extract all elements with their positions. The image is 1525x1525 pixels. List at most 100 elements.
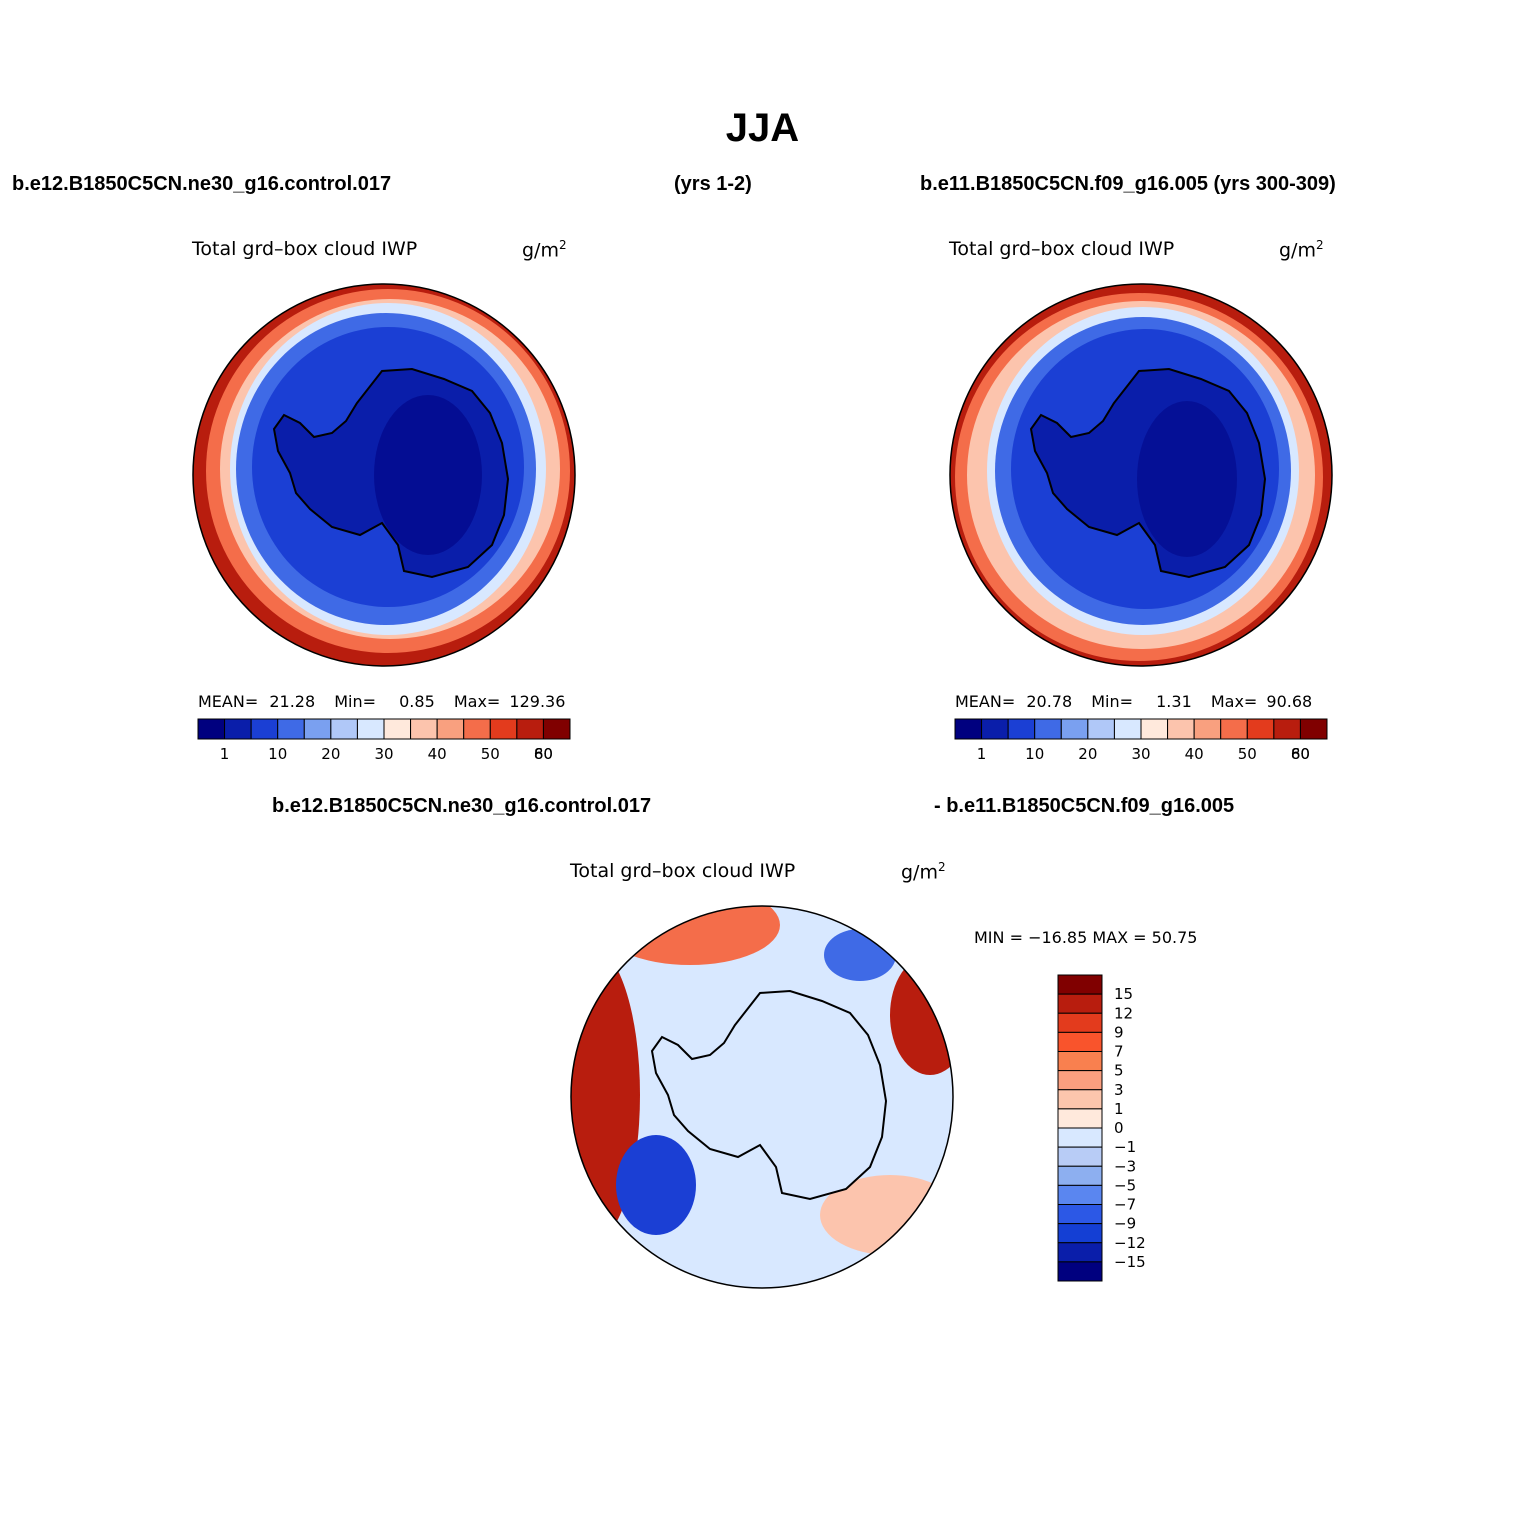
panel1-colorbar-tick-label: 40 — [428, 745, 447, 763]
diff-colorbar-swatch — [1057, 1184, 1103, 1205]
panel1-colorbar-tick-label: 80 — [534, 745, 553, 763]
panel3-negative-southwest — [616, 1135, 696, 1235]
panel2-colorbar-swatch — [1087, 718, 1115, 740]
panel3-polar-map — [570, 905, 954, 1289]
panel2-colorbar-swatch — [1299, 718, 1328, 740]
figure-title: JJA — [725, 106, 800, 150]
diff-colorbar-tick-label: 3 — [1114, 1081, 1124, 1099]
panel2-colorbar-swatch — [1273, 718, 1301, 740]
panel2-continent-fill — [1031, 369, 1265, 577]
panel1-colorbar-swatch — [277, 718, 305, 740]
panel2-polar-map — [949, 283, 1333, 667]
panel3-negative-north — [824, 929, 896, 981]
panel3-map-border — [570, 905, 954, 1289]
panel3-stats: MIN = −16.85 MAX = 50.75 — [974, 928, 1198, 947]
panel1-mean-label: MEAN= — [198, 692, 259, 711]
panel2-plateau — [1137, 401, 1237, 557]
panel2-field-name: Total grd–box cloud IWP — [949, 238, 1175, 260]
diff-colorbar-tick-label: 1 — [1114, 1100, 1124, 1118]
panel3-units: g/m2 — [901, 860, 946, 883]
panel1-max-label: Max= — [453, 692, 501, 711]
panel1-colorbar-tick-label: 1 — [220, 745, 230, 763]
panel2-colorbar-tick-label: 20 — [1078, 745, 1097, 763]
panel1-colorbar-tick-label: 20 — [321, 745, 340, 763]
diff-colorbar-tick-label: −15 — [1114, 1253, 1146, 1271]
panel2-max-label: Max= — [1210, 692, 1258, 711]
panel1-colorbar-swatch — [410, 718, 438, 740]
panel1-colorbar-swatch — [436, 718, 465, 740]
diff-colorbar-tick-label: 15 — [1114, 985, 1133, 1003]
panel1-colorbar-swatch — [383, 718, 412, 740]
panel2-colorbar-swatch — [1220, 718, 1248, 740]
panel2-mean-value: 20.78 — [1026, 692, 1073, 711]
panel2-colorbar-swatch — [954, 718, 983, 740]
panel2-units-exponent: 2 — [1315, 238, 1324, 252]
diff-colorbar-swatch — [1057, 1012, 1103, 1033]
diff-colorbar-swatch — [1057, 974, 1103, 995]
diff-colorbar-swatch — [1057, 1031, 1103, 1052]
panel2-colorbar-swatch — [1167, 718, 1195, 740]
panel2-colorbar-tick-label: 60 — [1291, 745, 1310, 763]
panel3-positive-northeast — [890, 955, 953, 1075]
panel2-colorbar-swatch — [1034, 718, 1062, 740]
diff-colorbar-tick-label: 7 — [1114, 1043, 1124, 1061]
panel1-colorbar-swatch — [250, 718, 279, 740]
panel2-units: g/m2 — [1279, 238, 1324, 261]
panel3-units-exponent: 2 — [937, 860, 946, 874]
diff-colorbar-tick-label: −3 — [1114, 1157, 1136, 1175]
panel1-colorbar-swatch — [224, 718, 252, 740]
panel3-continent-fill — [652, 991, 886, 1199]
panel2-min-value: 1.31 — [1156, 692, 1192, 711]
panel2-colorbar-tick-label: 50 — [1238, 745, 1257, 763]
panel2-max-value: 90.68 — [1266, 692, 1313, 711]
diff-colorbar-tick-label: −5 — [1114, 1176, 1136, 1194]
panel2-min-label: Min= — [1091, 692, 1134, 711]
panel3-field-name: Total grd–box cloud IWP — [570, 860, 796, 882]
diff-colorbar-swatch — [1057, 1204, 1103, 1225]
panel1-stats: MEAN= 21.28 Min= 0.85 Max= 129.36 — [198, 692, 565, 711]
diff-colorbar-tick-label: 9 — [1114, 1023, 1124, 1041]
panel2-colorbar-tick-label: 1 — [977, 745, 987, 763]
case-left-header: b.e12.B1850C5CN.ne30_g16.control.017 — [12, 173, 392, 195]
panel2-stats: MEAN= 20.78 Min= 1.31 Max= 90.68 — [955, 692, 1312, 711]
panel2-units-base: g/m — [1279, 239, 1316, 262]
panel1-colorbar-tick-label: 10 — [268, 745, 287, 763]
panel2-colorbar-swatch — [981, 718, 1009, 740]
panel3-coastline — [650, 989, 888, 1201]
panel1-max-value: 129.36 — [509, 692, 566, 711]
diff-colorbar-swatch — [1057, 1165, 1103, 1186]
panel2-colorbar-swatch — [1060, 718, 1089, 740]
panel2-map-border — [949, 283, 1333, 667]
panel2-mean-label: MEAN= — [955, 692, 1016, 711]
diff-colorbar-swatch — [1057, 1051, 1103, 1072]
panel2-coastline — [1029, 367, 1267, 579]
diff-colorbar-tick-label: 0 — [1114, 1119, 1124, 1137]
diff-colorbar-swatch — [1057, 1146, 1103, 1167]
years-left-header: (yrs 1-2) — [674, 173, 752, 195]
diff-colorbar-swatch — [1057, 993, 1103, 1014]
diff-colorbar-tick-label: 12 — [1114, 1004, 1133, 1022]
panel1-map-border — [192, 283, 576, 667]
panel1-colorbar-swatch — [330, 718, 358, 740]
diff-colorbar-swatch — [1057, 1242, 1103, 1263]
diff-colorbar-swatch — [1057, 1108, 1103, 1129]
diff-left-header: b.e12.B1850C5CN.ne30_g16.control.017 — [272, 795, 652, 817]
case-right-header: b.e11.B1850C5CN.f09_g16.005 (yrs 300-309… — [920, 173, 1336, 195]
panel1-colorbar-swatch — [303, 718, 332, 740]
panel1-colorbar-swatch — [356, 718, 385, 740]
diff-colorbar-tick-label: −12 — [1114, 1234, 1146, 1252]
panel1-polar-map — [192, 283, 576, 667]
panel1-colorbar-tick-label: 60 — [534, 745, 553, 763]
diff-colorbar-tick-label: 5 — [1114, 1062, 1124, 1080]
diff-colorbar-tick-label: −7 — [1114, 1196, 1136, 1214]
panel2-colorbar-tick-label: 40 — [1185, 745, 1204, 763]
panel1-min-label: Min= — [334, 692, 377, 711]
diff-colorbar-swatch — [1057, 1261, 1103, 1282]
panel3-positive-northwest — [600, 906, 780, 965]
panel1-colorbar-swatch — [542, 718, 571, 740]
panel2-colorbar-swatch — [1007, 718, 1036, 740]
panel1-colorbar-tick-label: 30 — [374, 745, 393, 763]
panel3-units-base: g/m — [901, 861, 938, 884]
panel2-colorbar-tick-label: 10 — [1025, 745, 1044, 763]
